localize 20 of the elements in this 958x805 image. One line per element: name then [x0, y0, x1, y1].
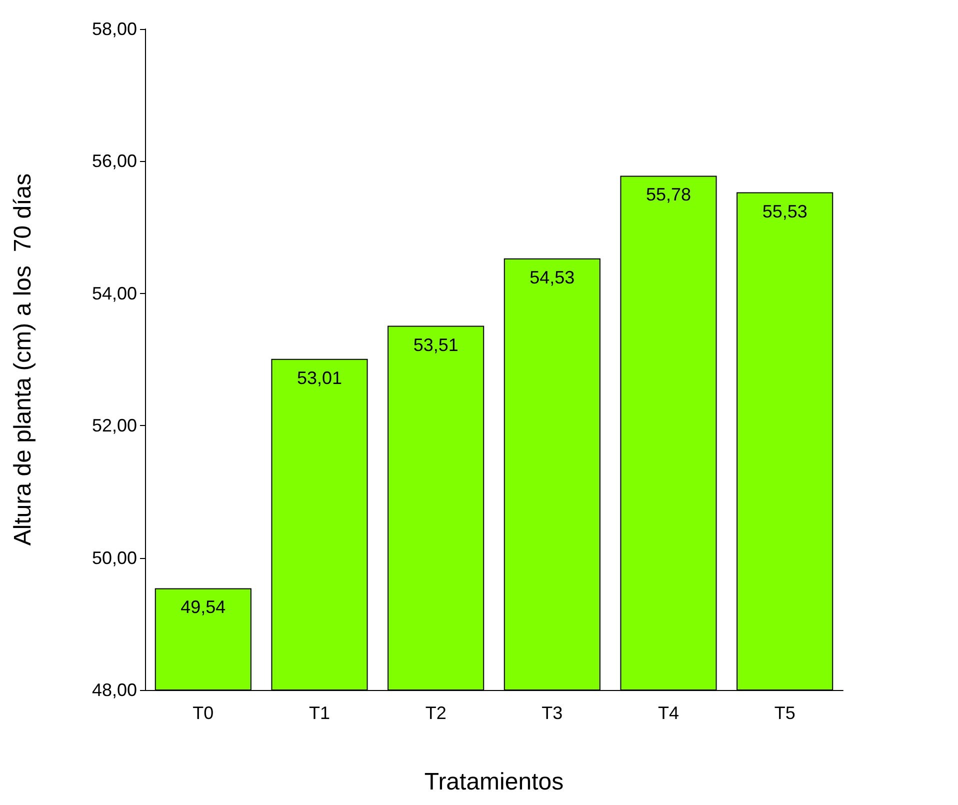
y-axis-title: Altura de planta (cm) a los 70 días [10, 173, 36, 546]
y-tick-label: 56,00 [92, 151, 137, 172]
y-tick-label: 54,00 [92, 283, 137, 304]
x-tick-label: T5 [774, 703, 796, 723]
y-tick-label: 50,00 [92, 548, 137, 568]
x-tick-label: T2 [425, 703, 446, 723]
x-tick-label: T0 [192, 703, 214, 723]
data-label: 54,53 [530, 267, 575, 288]
data-label: 53,01 [296, 368, 342, 388]
x-tick-label: T4 [658, 703, 680, 723]
x-tick-label: T1 [308, 703, 330, 723]
data-label: 49,54 [180, 597, 226, 618]
x-axis-title: Tratamientos [424, 768, 564, 796]
data-label: 53,51 [413, 334, 458, 355]
y-tick-label: 52,00 [92, 416, 137, 436]
x-tick-label: T3 [542, 703, 563, 723]
data-label: 55,53 [762, 201, 808, 222]
data-label: 55,78 [646, 184, 692, 205]
y-tick-label: 48,00 [92, 680, 137, 700]
y-tick-label: 58,00 [92, 19, 137, 39]
